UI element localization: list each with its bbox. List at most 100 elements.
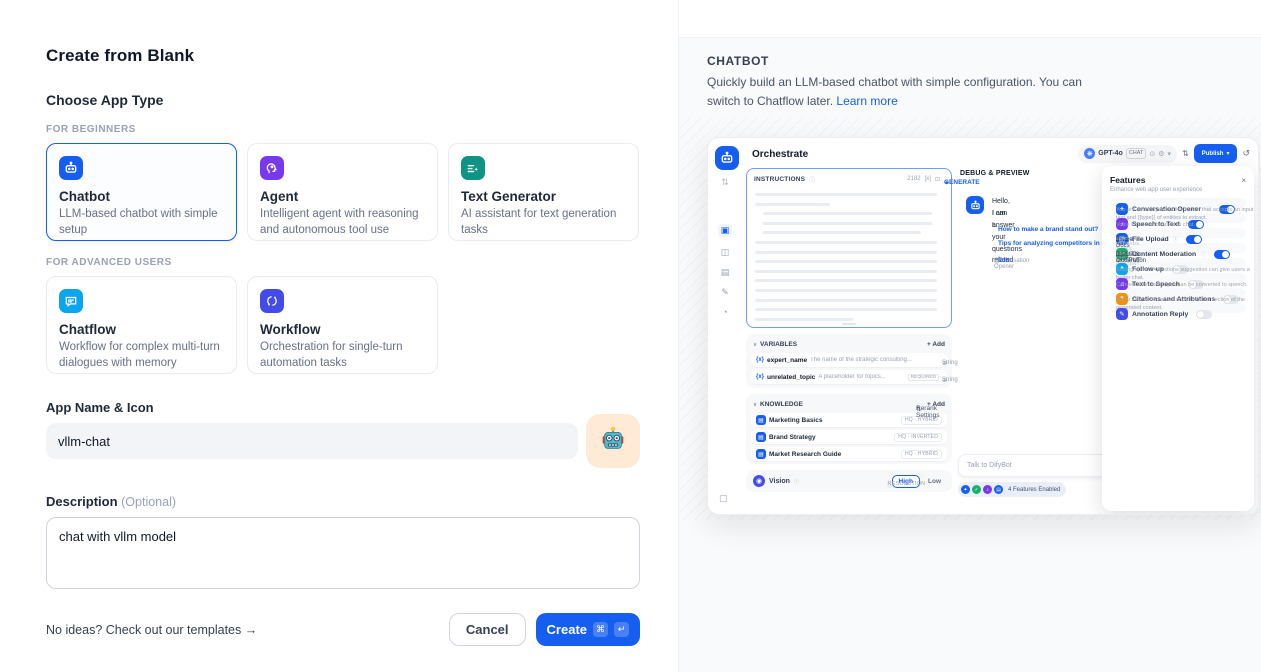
feature-citations: ❞ Citations and Attributions Show source… <box>1110 288 1246 311</box>
knowledge-tag: HQ · HYBRID <box>900 415 942 425</box>
create-form-panel: Create from Blank Choose App Type FOR BE… <box>46 46 640 646</box>
preview-description-text: Quickly build an LLM-based chatbot with … <box>707 75 1082 108</box>
features-subtitle: Enhance web app user experience <box>1110 187 1203 193</box>
app-type-title: Chatflow <box>59 322 116 337</box>
tune-icon: ⇅ <box>1182 149 1189 158</box>
feature-speech-to-text: ♪ Speech to Text Voice input can be used… <box>1110 213 1246 230</box>
feature-desc: Show source document and attributed sect… <box>1116 297 1246 312</box>
footer-actions: Cancel Create ⌘ ↵ <box>448 613 640 646</box>
opener-label: Conversation Opener <box>994 258 1030 270</box>
toggle-on <box>1187 219 1204 229</box>
meta-value: 3 <box>1116 237 1120 243</box>
preview-heading: CHATBOT <box>707 54 769 68</box>
follow-up-icon: ❝ <box>1116 263 1128 275</box>
app-icon-picker[interactable] <box>586 414 640 468</box>
toggle-on <box>1213 249 1230 259</box>
annotation-reply-icon: ✎ <box>1116 308 1128 320</box>
learn-more-link[interactable]: Learn more <box>836 93 898 108</box>
instructions-panel: INSTRUCTIONS ⓘ 2182 [x] ⊡ ✦ GENERATE <box>746 168 980 328</box>
app-type-desc: LLM-based chatbot with simple setup <box>59 208 218 236</box>
cancel-button[interactable]: Cancel <box>448 613 526 646</box>
features-enabled-pill: ✦ ✓ ♪ ▤ 4 Features Enabled <box>958 482 1067 497</box>
debug-preview-label: DEBUG & PREVIEW <box>960 170 1030 177</box>
content-moderation-icon: ✓ <box>1116 248 1128 260</box>
document-icon: ▤ <box>756 415 766 425</box>
moderation-mini-icon: ✓ <box>972 485 981 494</box>
text-to-speech-icon: ♫ <box>1116 278 1128 290</box>
page-title: Create from Blank <box>46 46 195 65</box>
preview-tab-icon: ◫ <box>720 247 730 257</box>
caret-down-icon: ∨ <box>753 341 758 348</box>
conversation-opener-icon: ✦ <box>1116 203 1128 215</box>
variable-insert-icon: [x] <box>924 176 931 182</box>
gear-icon: ⚙ <box>1158 150 1165 158</box>
app-type-title: Workflow <box>260 322 321 337</box>
app-type-card-agent[interactable]: Agent Intelligent agent with reasoning a… <box>247 143 438 241</box>
templates-link[interactable]: No ideas? Check out our templates → <box>46 623 257 637</box>
copy-icon: ⊡ <box>934 176 940 183</box>
caret-down-icon: ∨ <box>753 401 758 408</box>
feature-annotation-reply: ✎ Annotation Reply <box>1110 303 1246 320</box>
feature-content-moderation: ✓ Content Moderation ⓘ PROVIDER OpenAI M… <box>1110 243 1246 266</box>
toggle-on <box>1218 204 1235 214</box>
description-optional-text: (Optional) <box>121 495 177 509</box>
app-type-card-text-generator[interactable]: Text Generator AI assistant for text gen… <box>448 143 639 241</box>
toggle-off <box>1172 264 1189 274</box>
create-button[interactable]: Create ⌘ ↵ <box>535 613 640 646</box>
for-beginners-label: FOR BEGINNERS <box>46 124 136 135</box>
knowledge-label: KNOWLEDGE <box>760 401 804 408</box>
knowledge-row: ▤ Brand Strategy HQ · INVERTED <box>751 430 947 444</box>
file-upload-icon: ▤ <box>1116 233 1128 245</box>
description-textarea[interactable]: chat with vllm model <box>46 517 640 589</box>
app-name-input[interactable] <box>46 423 579 459</box>
advanced-cards-row: Chatflow Workflow for complex multi-turn… <box>46 276 640 374</box>
publish-button: Publish ▾ <box>1193 144 1238 163</box>
vision-section: ◉ Vision ⓘ RESOLUTION ⓘ High Low <box>746 470 952 492</box>
variable-name: expert_name <box>767 356 808 364</box>
app-type-desc: Orchestration for single-turn automation… <box>260 341 403 369</box>
app-name-label: App Name & Icon <box>46 400 154 415</box>
feature-desc: Conversation messages can be converted t… <box>1116 282 1248 288</box>
knowledge-tag: HQ · HYBRID <box>900 449 942 459</box>
choose-app-type-label: Choose App Type <box>46 92 164 108</box>
info-icon: ⓘ <box>809 177 816 184</box>
knowledge-section: ∨ KNOWLEDGE ⇅ Rerank Settings + Add ▤ Ma… <box>746 394 952 464</box>
chatflow-icon <box>59 289 83 313</box>
preview-panel: CHATBOT Quickly build an LLM-based chatb… <box>678 0 1261 672</box>
app-type-card-chatbot[interactable]: Chatbot LLM-based chatbot with simple se… <box>46 143 237 241</box>
orchestrate-tab-icon: ▣ <box>717 224 733 237</box>
vision-label: Vision <box>769 477 790 485</box>
feature-name: Conversation Opener <box>1132 205 1202 213</box>
preview-app-icon <box>715 146 739 170</box>
greeting-line1: Hello, I am L. <box>992 198 1010 229</box>
settings-icon: ⊕ <box>942 378 948 384</box>
app-type-card-chatflow[interactable]: Chatflow Workflow for complex multi-turn… <box>46 276 237 374</box>
upload-mini-icon: ▤ <box>994 485 1003 494</box>
preview-window-title: Orchestrate <box>752 149 809 160</box>
preview-top-strip <box>679 0 1261 38</box>
variable-desc: The name of the strategic consulting... <box>810 357 912 363</box>
toggle-off <box>1223 294 1240 304</box>
model-selector: ❋ GPT-4o CHAT ⊙ ⚙ ▾ <box>1078 144 1178 163</box>
resolution-high-option: High <box>891 474 920 488</box>
info-icon: ⓘ <box>1200 252 1206 258</box>
instructions-header: INSTRUCTIONS ⓘ 2182 [x] ⊡ ✦ GENERATE <box>747 169 980 189</box>
workflow-icon <box>260 289 284 313</box>
text-generator-icon <box>461 156 485 180</box>
info-icon: ⓘ <box>1205 207 1211 213</box>
feature-text-to-speech: ♫ Text to Speech Conversation messages c… <box>1110 273 1248 290</box>
variables-section: ∨ VARIABLES + Add {x} expert_name The na… <box>746 334 958 388</box>
feature-desc: Setting up next questions suggestion can… <box>1116 267 1250 282</box>
feature-name: Follow-up <box>1132 265 1165 273</box>
cmd-key-icon: ⌘ <box>593 622 608 637</box>
app-type-card-workflow[interactable]: Workflow Orchestration for single-turn a… <box>247 276 438 374</box>
toggle-off <box>1187 279 1204 289</box>
variable-desc: A placeholder for topics... <box>818 374 886 380</box>
create-button-label: Create <box>546 622 587 637</box>
templates-link-text: No ideas? Check out our templates <box>46 622 242 637</box>
app-type-title: Chatbot <box>59 189 110 204</box>
agent-icon <box>260 156 284 180</box>
preview-header-right: ❋ GPT-4o CHAT ⊙ ⚙ ▾ ⇅ Publish ▾ ↺ <box>1078 144 1250 163</box>
variable-token-icon: {x} <box>756 374 765 380</box>
